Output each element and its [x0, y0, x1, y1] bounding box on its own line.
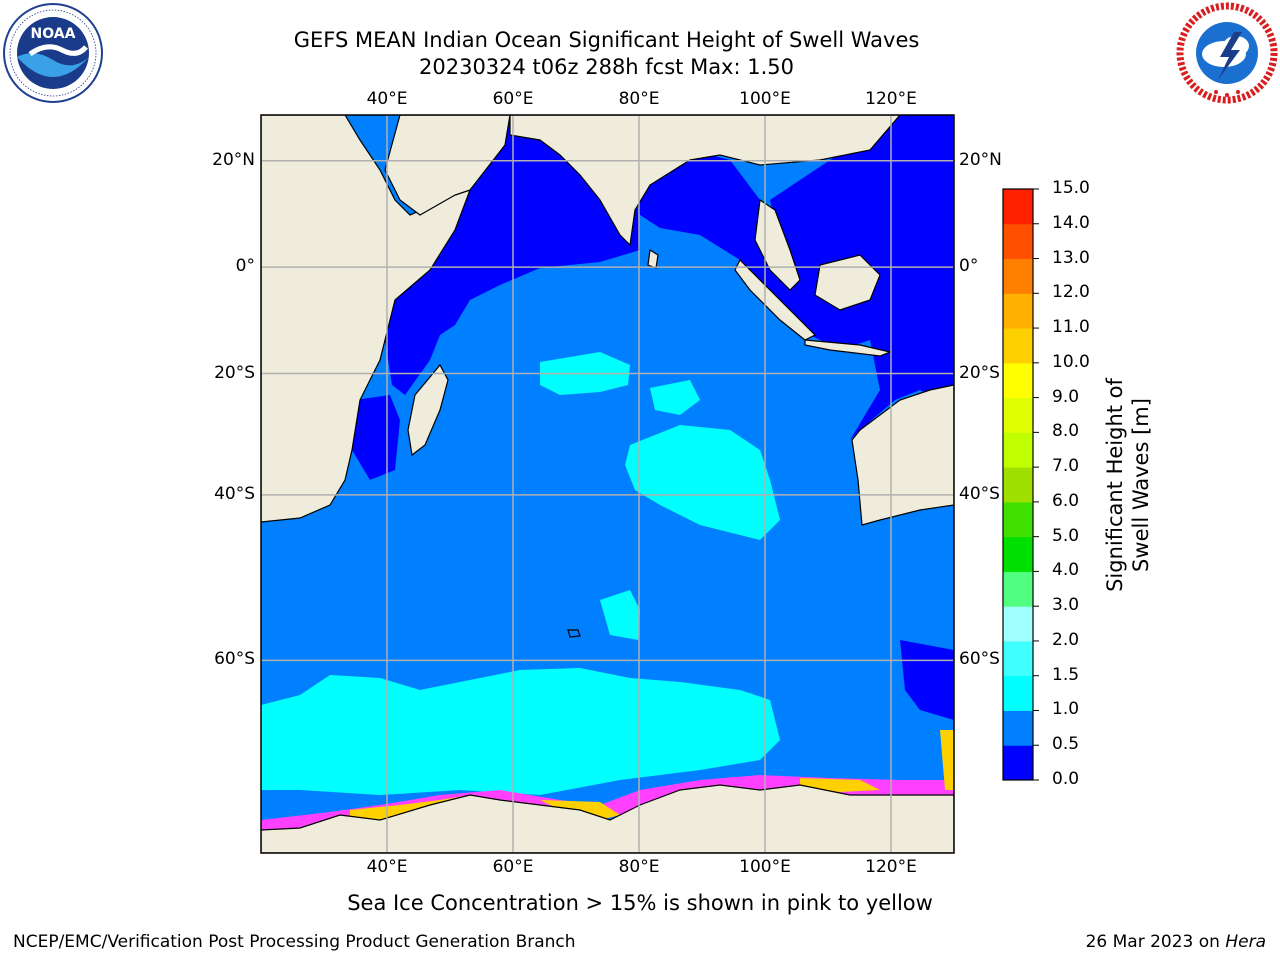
- lat-tick-right: 20°N: [959, 149, 1002, 170]
- lon-tick-top: 40°E: [366, 89, 408, 109]
- lat-tick-left: 20°N: [212, 149, 255, 170]
- lat-tick-left: 60°S: [214, 649, 255, 670]
- colorbar-swatch: [1003, 675, 1033, 711]
- lon-tick-bottom: 120°E: [865, 857, 917, 877]
- colorbar-swatch: [1003, 501, 1033, 538]
- australia: [851, 384, 954, 526]
- colorbar-title: Significant Height of Swell Waves [m]: [1103, 378, 1153, 592]
- colorbar-swatch: [1003, 571, 1033, 607]
- lon-tick-bottom: 100°E: [739, 857, 791, 877]
- arabia: [384, 115, 511, 216]
- colorbar-frame: [1002, 188, 1034, 781]
- colorbar-level-label: 5.0: [1052, 525, 1080, 546]
- colorbar-level-label: 14.0: [1052, 212, 1090, 233]
- lat-tick-right: 0°: [959, 256, 979, 277]
- lat-tick-right: 40°S: [959, 483, 1000, 504]
- map-frame: [260, 114, 955, 854]
- colorbar-swatch: [1003, 223, 1033, 260]
- kerguelen: [567, 629, 581, 638]
- colorbar-swatch: [1003, 189, 1033, 225]
- lon-tick-top: 60°E: [492, 89, 534, 109]
- colorbar-level-label: 0.0: [1052, 769, 1080, 789]
- lon-tick-bottom: 40°E: [366, 857, 408, 877]
- colorbar-level-label: 11.0: [1052, 317, 1090, 338]
- colorbar-swatch: [1003, 258, 1033, 294]
- colorbar-level-label: 12.0: [1052, 282, 1090, 303]
- colorbar-level-label: 3.0: [1052, 595, 1080, 616]
- india-asia: [509, 115, 901, 247]
- colorbar-swatch: [1003, 432, 1033, 468]
- colorbar-level-label: 1.0: [1052, 699, 1080, 720]
- lat-tick-right: 20°S: [959, 362, 1000, 383]
- lon-tick-bottom: 60°E: [492, 857, 534, 877]
- colorbar-swatch: [1003, 293, 1033, 329]
- borneo: [814, 254, 881, 311]
- lon-tick-top: 120°E: [865, 89, 917, 109]
- antarctica: [261, 784, 954, 853]
- colorbar-swatch: [1003, 710, 1033, 746]
- lon-tick-top: 100°E: [739, 89, 791, 109]
- colorbar-level-label: 6.0: [1052, 490, 1080, 511]
- colorbar-swatch: [1003, 640, 1033, 677]
- africa: [261, 115, 472, 523]
- lon-tick-bottom: 80°E: [618, 857, 660, 877]
- colorbar-swatch: [1003, 362, 1033, 399]
- gridlines: [261, 115, 954, 853]
- colorbar-level-label: 2.0: [1052, 629, 1080, 650]
- colorbar-swatch: [1003, 467, 1033, 503]
- map-plot: [261, 115, 954, 853]
- footer-host: Hera: [1225, 932, 1266, 952]
- footer-left: NCEP/EMC/Verification Post Processing Pr…: [13, 932, 576, 952]
- java: [804, 339, 892, 357]
- ice-caption: Sea Ice Concentration > 15% is shown in …: [347, 891, 933, 915]
- lat-tick-left: 0°: [235, 256, 255, 277]
- lat-tick-right: 60°S: [959, 649, 1000, 670]
- colorbar-level-label: 8.0: [1052, 421, 1080, 442]
- colorbar-swatch: [1003, 536, 1033, 572]
- colorbar-level-label: 10.0: [1052, 351, 1090, 372]
- colorbar-level-label: 15.0: [1052, 178, 1090, 198]
- land-masses: [261, 115, 954, 853]
- lon-tick-top: 80°E: [618, 89, 660, 109]
- noaa-logo: NOAA: [2, 2, 104, 104]
- madagascar: [407, 363, 449, 457]
- footer-right: 26 Mar 2023 on Hera: [1086, 932, 1266, 952]
- lat-tick-left: 40°S: [214, 483, 255, 504]
- colorbar-swatch: [1003, 397, 1033, 433]
- colorbar: [1003, 188, 1039, 781]
- colorbar-swatch: [1003, 606, 1033, 642]
- colorbar-level-label: 7.0: [1052, 456, 1080, 477]
- colorbar-level-label: 4.0: [1052, 560, 1080, 581]
- sri-lanka: [647, 248, 659, 269]
- colorbar-level-label: 0.5: [1052, 734, 1080, 755]
- colorbar-level-label: 9.0: [1052, 386, 1080, 407]
- footer-date: 26 Mar 2023 on: [1085, 932, 1226, 952]
- nws-logo: [1176, 2, 1278, 104]
- chart-subtitle: 20230324 t06z 288h fcst Max: 1.50: [419, 55, 794, 79]
- colorbar-swatch: [1003, 328, 1033, 364]
- colorbar-level-label: 1.5: [1052, 664, 1080, 685]
- svg-text:NOAA: NOAA: [31, 26, 76, 42]
- chart-title: GEFS MEAN Indian Ocean Significant Heigh…: [293, 28, 920, 52]
- colorbar-swatch: [1003, 745, 1033, 781]
- colorbar-level-label: 13.0: [1052, 247, 1090, 268]
- lat-tick-left: 20°S: [214, 362, 255, 383]
